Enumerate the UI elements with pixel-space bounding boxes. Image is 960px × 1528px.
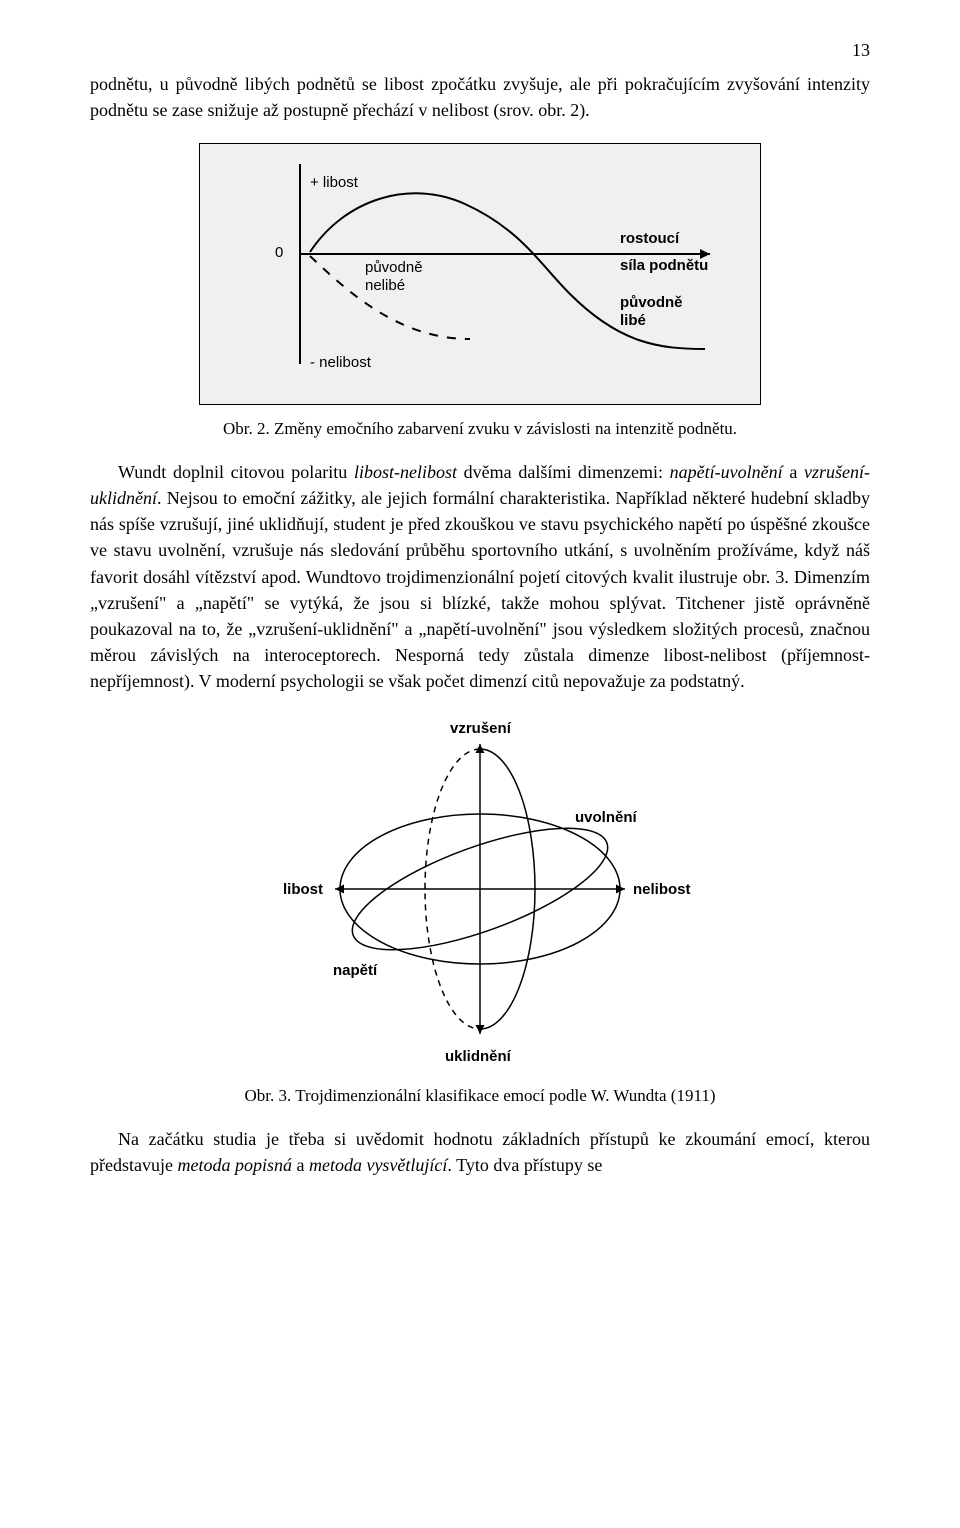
fig3-label-libost: libost	[283, 881, 323, 898]
p2-g: . Nejsou to emoční zážitky, ale jejich f…	[90, 488, 870, 691]
fig2-label-plus-libost: + libost	[310, 174, 358, 191]
p2-d: napětí-uvolnění	[670, 462, 783, 482]
fig2-label-minus-nelibost: - nelibost	[310, 354, 371, 371]
figure-2-chart: + libost 0 - nelibost původně nelibé ros…	[199, 143, 761, 405]
paragraph-3: Na začátku studia je třeba si uvědomit h…	[90, 1126, 870, 1178]
fig2-label-nelibe: nelibé	[365, 277, 405, 294]
p3-c: a	[292, 1155, 309, 1175]
fig2-label-sila: síla podnětu	[620, 257, 708, 274]
page-number: 13	[90, 40, 870, 61]
fig2-label-rostouci: rostoucí	[620, 230, 679, 247]
p3-d: metoda vysvětlující	[309, 1155, 447, 1175]
fig3-label-napeti: napětí	[333, 962, 377, 979]
figure-3-chart: vzrušení uvolnění libost nelibost napětí…	[265, 714, 695, 1074]
p3-e: . Tyto dva přístupy se	[447, 1155, 602, 1175]
fig2-label-puvodne2: původně	[620, 294, 683, 311]
page: 13 podnětu, u původně libých podnětů se …	[0, 0, 960, 1238]
figure-2-svg	[200, 144, 760, 404]
p3-b: metoda popisná	[177, 1155, 292, 1175]
fig3-label-uklidneni: uklidnění	[445, 1048, 511, 1065]
fig2-label-zero: 0	[275, 244, 283, 261]
figure-3-caption: Obr. 3. Trojdimenzionální klasifikace em…	[90, 1086, 870, 1106]
fig2-label-libe: libé	[620, 312, 646, 329]
p2-a: Wundt doplnil citovou polaritu	[118, 462, 354, 482]
paragraph-1: podnětu, u původně libých podnětů se lib…	[90, 71, 870, 123]
fig3-label-vzruseni: vzrušení	[450, 720, 511, 737]
figure-3-svg	[265, 714, 695, 1074]
fig3-label-nelibost: nelibost	[633, 881, 691, 898]
fig3-label-uvolneni: uvolnění	[575, 809, 637, 826]
p2-e: a	[783, 462, 804, 482]
p2-b: libost-nelibost	[354, 462, 457, 482]
p2-c: dvěma dalšími dimenzemi:	[457, 462, 670, 482]
paragraph-2: Wundt doplnil citovou polaritu libost-ne…	[90, 459, 870, 694]
figure-2-caption: Obr. 2. Změny emočního zabarvení zvuku v…	[90, 419, 870, 439]
fig2-label-puvodne1: původně	[365, 259, 423, 276]
